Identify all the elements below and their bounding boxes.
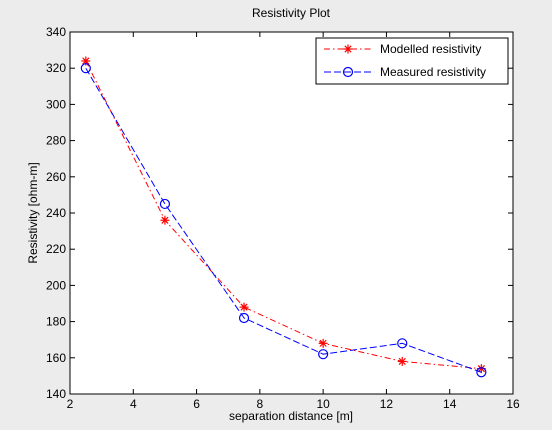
y-tick-label: 320 xyxy=(46,61,66,75)
x-tick-label: 8 xyxy=(257,397,264,411)
y-tick-label: 280 xyxy=(46,134,66,148)
x-tick-label: 6 xyxy=(193,397,200,411)
data-point-modelled xyxy=(81,56,91,66)
data-point-measured xyxy=(476,367,487,378)
data-point-measured xyxy=(238,312,250,324)
legend-marker-modelled xyxy=(343,44,353,54)
series-line-modelled xyxy=(85,60,482,370)
legend-marker-measured xyxy=(342,66,354,78)
y-tick-label: 300 xyxy=(46,97,66,111)
chart-title: Resistivity Plot xyxy=(252,6,331,20)
y-tick-label: 200 xyxy=(46,278,66,292)
legend-marker-symbol xyxy=(343,44,353,54)
data-point-modelled xyxy=(239,302,249,312)
data-point-modelled xyxy=(318,338,328,348)
legend-label-measured: Measured resistivity xyxy=(380,65,486,79)
x-tick-label: 12 xyxy=(380,397,394,411)
data-point-measured xyxy=(159,198,171,210)
x-tick-label: 10 xyxy=(316,397,330,411)
data-point-modelled xyxy=(397,356,407,366)
y-tick-label: 160 xyxy=(46,351,66,365)
x-axis-label: separation distance [m] xyxy=(229,409,353,423)
x-tick-label: 14 xyxy=(443,397,457,411)
x-tick-label: 4 xyxy=(130,397,137,411)
y-tick-label: 260 xyxy=(46,170,66,184)
data-point-measured xyxy=(318,349,329,360)
series-layer xyxy=(80,56,487,378)
y-tick-label: 180 xyxy=(46,315,66,329)
y-tick-label: 340 xyxy=(46,25,66,39)
legend: Modelled resistivity Measured resistivit… xyxy=(315,37,509,85)
plot-area xyxy=(69,31,514,395)
y-tick-label: 140 xyxy=(46,387,66,401)
legend-marker-symbol xyxy=(342,66,354,78)
y-tick-label: 220 xyxy=(46,242,66,256)
data-point-modelled xyxy=(160,215,170,225)
data-point-measured xyxy=(397,338,408,349)
y-axis-label: Resistivity [ohm-m] xyxy=(26,162,40,263)
x-tick-label: 16 xyxy=(506,397,520,411)
axis-ticks: 2 4 6 8 10 12 14 16 140 160 180 200 220 240 260 280 300 3… xyxy=(46,25,520,411)
x-tick-label: 2 xyxy=(67,397,74,411)
data-point-measured xyxy=(80,63,91,74)
y-tick-label: 240 xyxy=(46,206,66,220)
legend-label-modelled: Modelled resistivity xyxy=(380,42,481,56)
series-line-measured xyxy=(85,67,482,373)
